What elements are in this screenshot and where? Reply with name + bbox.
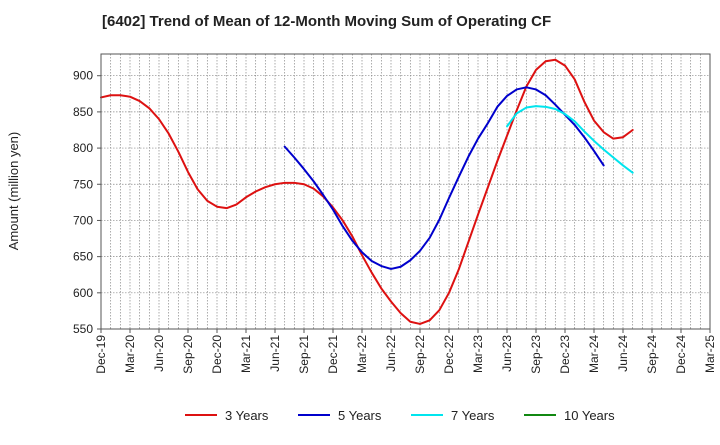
x-tick-label: Jun-24 (616, 335, 630, 372)
x-tick-label: Mar-24 (587, 335, 601, 373)
y-tick-label: 800 (73, 141, 93, 155)
series-line-5-years (283, 86, 605, 270)
y-tick-label: 900 (73, 69, 93, 83)
x-tick-label: Jun-23 (500, 335, 514, 372)
x-tick-label: Mar-25 (703, 335, 717, 373)
y-tick-label: 600 (73, 286, 93, 300)
grid (101, 54, 710, 329)
x-tick-label: Sep-21 (297, 335, 311, 374)
legend-label-7-years: 7 Years (451, 408, 495, 423)
y-axis-label: Amount (million yen) (6, 132, 21, 251)
chart-title: [6402] Trend of Mean of 12-Month Moving … (102, 13, 551, 30)
x-tick-label: Mar-20 (123, 335, 137, 373)
x-tick-label: Sep-24 (645, 335, 659, 374)
series-layer (100, 58, 634, 325)
x-tick-label: Sep-23 (529, 335, 543, 374)
x-tick-label: Dec-19 (94, 335, 108, 374)
y-tick-label: 750 (73, 177, 93, 191)
x-axis-ticks: Dec-19 Mar-20 Jun-20 Sep-20 Dec-20 Mar-21 Jun-… (94, 329, 717, 374)
legend-label-3-years: 3 Years (225, 408, 269, 423)
x-tick-label: Jun-21 (268, 335, 282, 372)
x-tick-label: Dec-21 (326, 335, 340, 374)
y-tick-label: 850 (73, 105, 93, 119)
legend-label-5-years: 5 Years (338, 408, 382, 423)
legend: 3 Years 5 Years 7 Years 10 Years (185, 408, 615, 423)
x-tick-label: Dec-23 (558, 335, 572, 374)
series-line-3-years (100, 58, 634, 325)
series-line-7-years (506, 105, 634, 174)
y-axis-ticks: 550 600 650 700 750 800 850 900 (73, 69, 101, 336)
x-tick-label: Sep-20 (181, 335, 195, 374)
x-tick-label: Mar-21 (239, 335, 253, 373)
plot-frame (100, 53, 711, 330)
x-tick-label: Jun-20 (152, 335, 166, 372)
x-tick-label: Jun-22 (384, 335, 398, 372)
y-tick-label: 650 (73, 250, 93, 264)
x-tick-label: Dec-22 (442, 335, 456, 374)
plot-area (101, 54, 710, 329)
x-tick-label: Dec-20 (210, 335, 224, 374)
x-tick-label: Dec-24 (674, 335, 688, 374)
y-tick-label: 700 (73, 213, 93, 227)
y-tick-label: 550 (73, 322, 93, 336)
x-tick-label: Mar-22 (355, 335, 369, 373)
legend-label-10-years: 10 Years (564, 408, 615, 423)
x-tick-label: Mar-23 (471, 335, 485, 373)
x-tick-label: Sep-22 (413, 335, 427, 374)
